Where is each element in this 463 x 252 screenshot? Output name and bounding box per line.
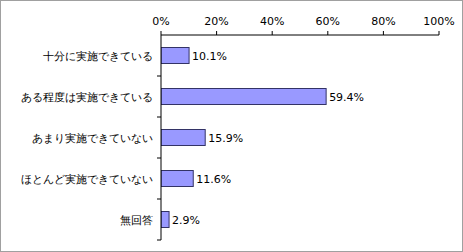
x-tick-label: 40% (260, 15, 284, 28)
y-tick (157, 117, 161, 118)
frame (1, 1, 463, 252)
data-label: 59.4% (329, 91, 364, 104)
bar (161, 130, 205, 146)
x-tick-label: 20% (204, 15, 228, 28)
x-tick (216, 31, 217, 35)
x-tick-label: 80% (371, 15, 395, 28)
bar (161, 89, 326, 105)
x-axis (161, 35, 439, 36)
y-tick (157, 199, 161, 200)
x-tick (161, 31, 162, 35)
category-label: ある程度は実施できている (21, 91, 153, 104)
bar (161, 212, 169, 228)
y-axis (161, 35, 162, 240)
x-tick-label: 60% (316, 15, 340, 28)
x-tick-label: 0% (152, 15, 169, 28)
data-label: 2.9% (172, 214, 200, 227)
x-tick (383, 31, 384, 35)
x-tick (272, 31, 273, 35)
category-label: あまり実施できていない (32, 132, 153, 145)
y-tick (157, 240, 161, 241)
x-tick (327, 31, 328, 35)
bar (161, 48, 189, 64)
category-label: ほとんど実施できていない (21, 173, 153, 186)
data-label: 10.1% (192, 50, 227, 63)
category-label: 無回答 (120, 214, 153, 227)
bars (161, 48, 326, 228)
data-label: 15.9% (208, 132, 243, 145)
y-tick (157, 76, 161, 77)
x-tick (439, 31, 440, 35)
chart: 0% 20% 40% 60% 80% 100% 十分に実施できているある程度は実施できている… (0, 0, 463, 252)
bar (161, 171, 193, 187)
y-tick (157, 158, 161, 159)
category-label: 十分に実施できている (43, 50, 153, 63)
data-label: 11.6% (196, 173, 231, 186)
x-tick-label: 100% (423, 15, 454, 28)
